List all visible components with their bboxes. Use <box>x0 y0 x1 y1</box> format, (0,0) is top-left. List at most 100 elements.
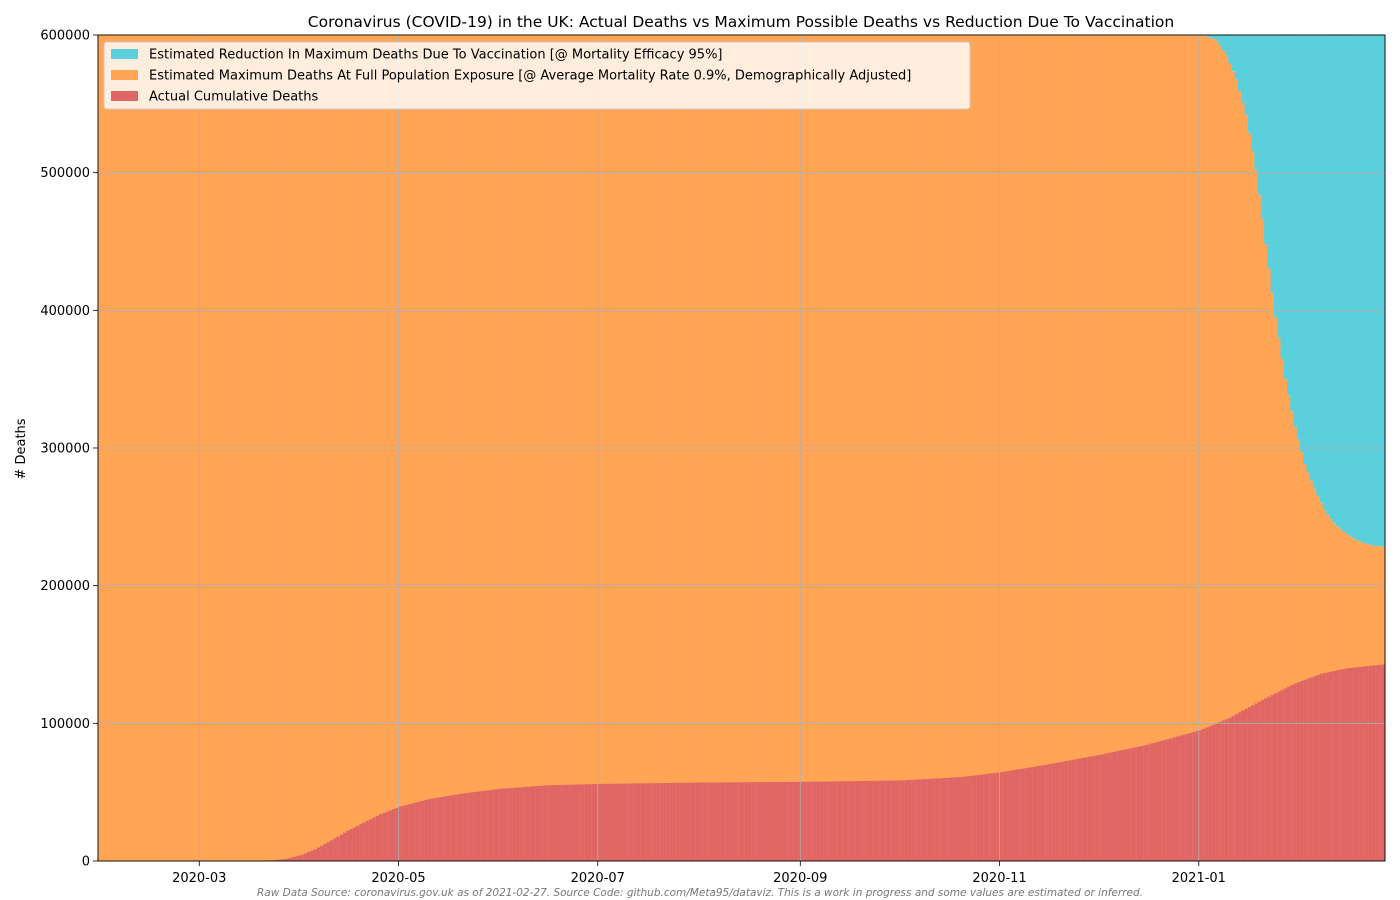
maximum-bar <box>1290 411 1294 861</box>
actual-bar <box>699 782 703 861</box>
actual-bar <box>734 782 739 861</box>
actual-bar <box>1195 731 1200 861</box>
actual-bar <box>545 785 550 861</box>
actual-bar <box>342 832 347 861</box>
actual-bar <box>960 777 965 861</box>
actual-bar <box>1002 771 1007 861</box>
actual-bar <box>1316 674 1321 861</box>
actual-bar <box>372 817 377 861</box>
y-tick-label: 500000 <box>40 166 90 181</box>
actual-bar <box>496 789 501 861</box>
reduction-bar <box>1215 35 1219 41</box>
reduction-bar <box>1355 35 1360 541</box>
actual-bar <box>689 782 693 861</box>
actual-bar <box>1211 724 1216 861</box>
actual-bar <box>1238 712 1242 861</box>
actual-bar <box>813 781 818 861</box>
reduction-bar <box>1293 35 1298 428</box>
actual-bar <box>1231 716 1236 861</box>
actual-bar <box>676 782 680 861</box>
actual-bar <box>427 799 432 861</box>
actual-bar <box>633 783 638 861</box>
actual-bar <box>601 783 605 861</box>
actual-bar <box>506 788 510 861</box>
actual-bar <box>672 782 677 861</box>
maximum-bar <box>1224 55 1229 861</box>
actual-bar <box>1035 766 1040 861</box>
reduction-bar <box>1290 35 1294 412</box>
actual-bar <box>369 819 373 861</box>
y-tick-label: 0 <box>82 855 90 870</box>
reduction-bar <box>1316 35 1321 497</box>
actual-bar <box>470 792 475 861</box>
maximum-bar <box>1241 102 1245 862</box>
actual-bar <box>1283 688 1288 861</box>
y-tick-label: 600000 <box>40 29 90 44</box>
actual-bar <box>1205 727 1210 861</box>
actual-bar <box>832 781 837 861</box>
actual-bar <box>731 782 736 861</box>
actual-bar <box>986 773 991 861</box>
actual-bar <box>999 772 1004 861</box>
actual-bar <box>751 782 755 861</box>
actual-bar <box>692 782 697 861</box>
actual-bar <box>659 783 664 861</box>
actual-bar <box>1100 754 1105 861</box>
actual-bar <box>1055 762 1059 861</box>
actual-bar <box>421 800 426 861</box>
actual-bar <box>1071 759 1076 861</box>
actual-bar <box>924 779 929 861</box>
reduction-bar <box>1287 35 1291 396</box>
actual-bar <box>1264 698 1268 861</box>
actual-bar <box>594 783 599 861</box>
actual-bar <box>839 781 844 861</box>
reduction-bar <box>1238 35 1242 91</box>
actual-bar <box>944 777 948 861</box>
reduction-bar <box>1368 35 1373 545</box>
reduction-bar <box>1371 35 1376 546</box>
actual-bar <box>1166 739 1170 861</box>
actual-bar <box>1097 754 1102 861</box>
actual-bar <box>532 786 537 861</box>
actual-bar <box>313 849 318 861</box>
actual-bar <box>774 782 778 861</box>
actual-bar <box>486 790 491 861</box>
maximum-bar <box>1221 50 1226 861</box>
actual-bar <box>1224 719 1229 861</box>
actual-bar <box>388 810 393 861</box>
actual-bar <box>1362 666 1366 861</box>
actual-bar <box>934 778 938 861</box>
actual-bar <box>1303 679 1308 861</box>
actual-bar <box>1022 768 1027 861</box>
reduction-bar <box>1358 35 1363 542</box>
actual-bar <box>297 855 301 861</box>
actual-bar <box>395 807 399 861</box>
maximum-bar <box>1313 489 1317 861</box>
reduction-bar <box>1280 35 1285 359</box>
actual-bar <box>571 784 576 861</box>
actual-bar <box>568 784 573 861</box>
actual-bar <box>891 780 896 861</box>
actual-bar <box>908 779 912 861</box>
reduction-bar <box>1319 35 1324 504</box>
actual-bar <box>1270 694 1275 861</box>
actual-bar <box>721 782 726 861</box>
reduction-bar <box>1362 35 1366 543</box>
actual-bar <box>1192 731 1196 861</box>
actual-bar <box>1084 757 1089 861</box>
actual-bar <box>323 843 328 861</box>
actual-bar <box>904 780 909 861</box>
actual-bar <box>1009 770 1014 861</box>
x-tick-label: 2021-01 <box>1172 871 1226 886</box>
actual-bar <box>476 791 481 861</box>
actual-bar <box>777 781 782 861</box>
actual-bar <box>1153 742 1157 861</box>
actual-bar <box>320 845 324 861</box>
actual-bar <box>1143 745 1147 861</box>
maximum-bar <box>1205 36 1210 862</box>
actual-bar <box>1159 740 1164 861</box>
actual-bar <box>1032 766 1036 861</box>
actual-bar <box>280 859 285 861</box>
actual-bar <box>529 786 533 861</box>
actual-bar <box>375 815 380 861</box>
